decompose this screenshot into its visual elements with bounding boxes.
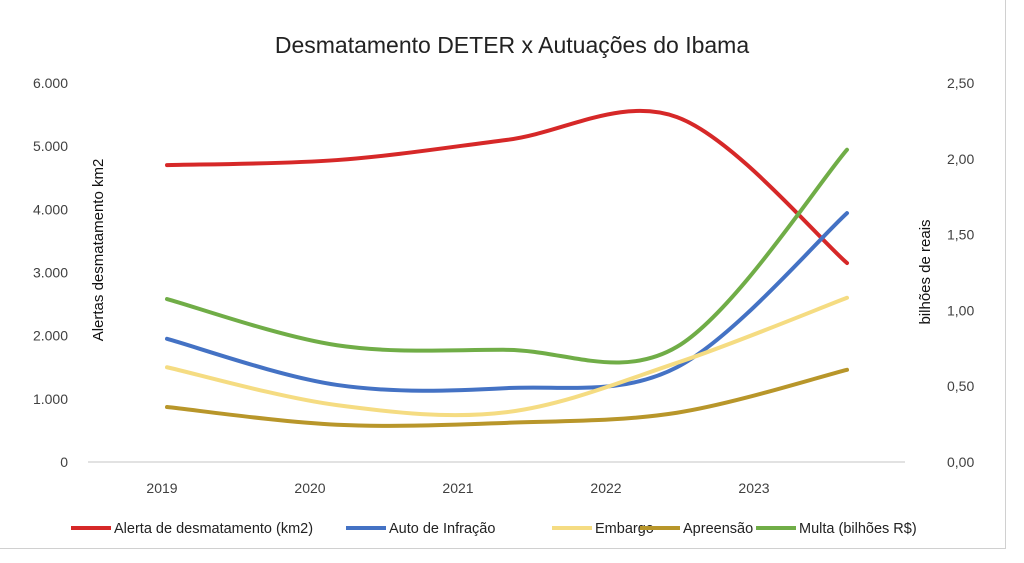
x-tick-label: 2023 — [738, 480, 769, 496]
y-right-tick-label: 0,50 — [947, 378, 974, 394]
y-axis-left-title: Alertas desmatamento km2 — [90, 159, 107, 342]
y-right-tick-label: 1,50 — [947, 227, 974, 243]
legend-item: Auto de Infração — [346, 521, 495, 537]
y-right-tick-label: 2,50 — [947, 75, 974, 91]
y-left-tick-label: 3.000 — [33, 265, 68, 281]
series-line-0 — [165, 108, 849, 266]
y-right-tick-label: 1,00 — [947, 302, 974, 318]
chart-title: Desmatamento DETER x Autuações do Ibama — [275, 32, 749, 58]
y-left-tick-label: 4.000 — [33, 201, 68, 217]
y-left-tick-label: 1.000 — [33, 391, 68, 407]
legend-item: Alerta de desmatamento (km2) — [71, 521, 313, 537]
legend-label: Embargo — [595, 521, 654, 537]
y-right-tick-label: 2,00 — [947, 151, 974, 167]
series-line-3 — [165, 367, 849, 428]
series-line-4 — [165, 147, 849, 365]
y-axis-right-title: bilhões de reais — [917, 219, 934, 324]
legend-item: Multa (bilhões R$) — [756, 521, 917, 537]
y-right-tick-label: 0,00 — [947, 454, 974, 470]
series-line-1 — [165, 211, 849, 393]
legend-label: Apreensão — [683, 521, 753, 537]
y-left-tick-label: 5.000 — [33, 138, 68, 154]
y-left-tick-label: 6.000 — [33, 75, 68, 91]
y-left-tick-label: 0 — [60, 454, 68, 470]
legend-label: Auto de Infração — [389, 521, 495, 537]
legend-label: Alerta de desmatamento (km2) — [114, 521, 313, 537]
x-tick-label: 2021 — [442, 480, 473, 496]
chart-frame — [0, 0, 1006, 549]
legend-item: Apreensão — [640, 521, 753, 537]
legend-item: Embargo — [552, 521, 654, 537]
x-tick-label: 2020 — [294, 480, 325, 496]
x-tick-label: 2022 — [590, 480, 621, 496]
x-tick-label: 2019 — [146, 480, 177, 496]
legend-label: Multa (bilhões R$) — [799, 521, 917, 537]
y-left-tick-label: 2.000 — [33, 328, 68, 344]
